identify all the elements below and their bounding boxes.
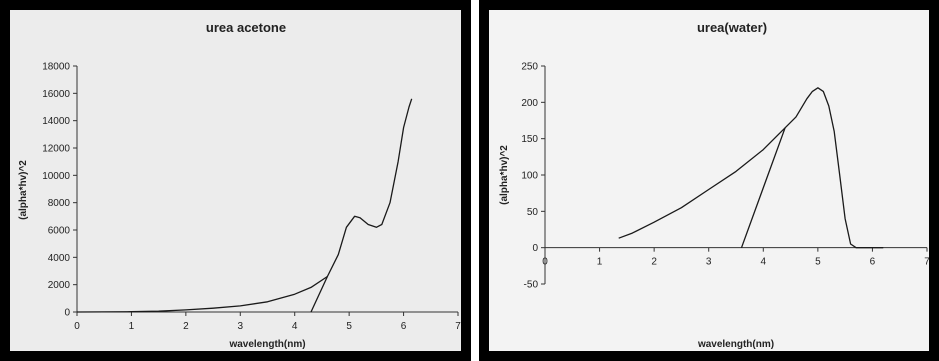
data-series-line	[618, 87, 884, 249]
plot-background	[489, 10, 929, 351]
x-tick-label: 3	[706, 257, 712, 268]
tangent-line	[740, 127, 786, 248]
chart-urea-acetone: urea acetone 0 2000 4000 6000 8000 10000 12000 1…	[10, 10, 461, 351]
chart-title: urea(water)	[697, 20, 767, 35]
y-tick-label: 0	[532, 243, 538, 254]
y-tick-label: 2000	[48, 280, 71, 291]
x-tick-label: 1	[597, 257, 603, 268]
y-axis-label: (alpha*hv)^2	[18, 160, 29, 220]
x-axis-label: wavelength(nm)	[697, 339, 774, 350]
x-tick-label: 0	[74, 321, 80, 332]
data-series-line	[76, 98, 413, 313]
y-tick-label: -50	[524, 280, 539, 291]
y-tick-label: 18000	[42, 62, 70, 73]
y-tick-label: 16000	[42, 89, 70, 100]
x-tick-label: 3	[238, 321, 244, 332]
x-tick-label: 6	[401, 321, 407, 332]
y-tick-label: 150	[521, 134, 538, 145]
x-tick-label: 5	[346, 321, 352, 332]
tangent-line	[310, 276, 328, 313]
x-tick-label: 0	[542, 257, 548, 268]
chart-title: urea acetone	[206, 20, 286, 35]
x-tick-label: 1	[129, 321, 135, 332]
y-tick-label: 14000	[42, 116, 70, 127]
x-tick-label: 6	[870, 257, 876, 268]
y-tick-label: 0	[64, 308, 70, 319]
y-axis-label: (alpha*hv)^2	[499, 145, 510, 205]
x-tick-label: 4	[761, 257, 767, 268]
x-tick-label: 2	[651, 257, 657, 268]
x-tick-label: 7	[924, 257, 929, 268]
y-tick-label: 6000	[48, 226, 71, 237]
y-tick-label: 100	[521, 171, 538, 182]
plot-background	[10, 10, 461, 351]
chart-urea-water: urea(water) -50 0 50 100 150 200 250 0 1 2 3 4 5 6 7 wav…	[489, 10, 929, 351]
y-tick-label: 50	[527, 207, 539, 218]
y-tick-label: 4000	[48, 253, 71, 264]
x-tick-label: 2	[183, 321, 189, 332]
chart-panel-urea-acetone: urea acetone 0 2000 4000 6000 8000 10000 12000 1…	[0, 0, 471, 361]
x-tick-label: 4	[292, 321, 298, 332]
y-tick-label: 10000	[42, 171, 70, 182]
y-tick-label: 8000	[48, 198, 71, 209]
x-tick-label: 5	[815, 257, 821, 268]
chart-panel-urea-water: urea(water) -50 0 50 100 150 200 250 0 1 2 3 4 5 6 7 wav…	[479, 0, 939, 361]
y-tick-label: 12000	[42, 144, 70, 155]
x-tick-label: 7	[455, 321, 461, 332]
y-tick-label: 200	[521, 98, 538, 109]
y-tick-label: 250	[521, 62, 538, 73]
x-axis-label: wavelength(nm)	[228, 339, 305, 350]
